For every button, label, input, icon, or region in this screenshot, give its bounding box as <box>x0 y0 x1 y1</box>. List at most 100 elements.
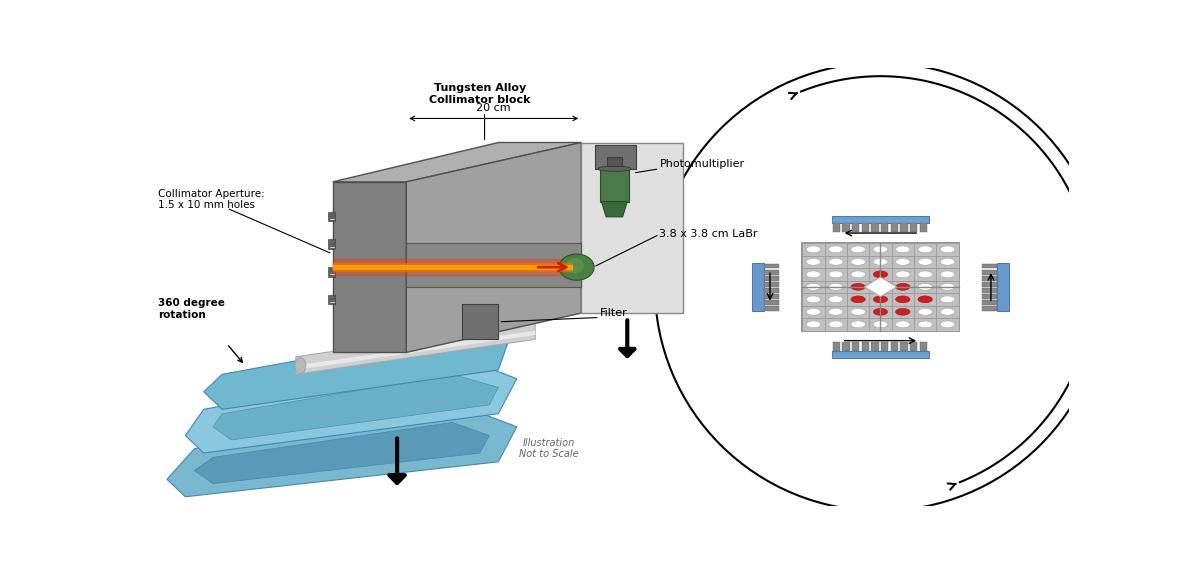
Circle shape <box>807 296 821 303</box>
Bar <box>870 306 892 318</box>
Circle shape <box>828 258 843 265</box>
Bar <box>914 243 936 256</box>
Bar <box>824 306 847 318</box>
Polygon shape <box>333 143 581 182</box>
Bar <box>764 300 779 304</box>
Bar <box>914 268 936 281</box>
Bar <box>764 294 779 299</box>
Circle shape <box>918 246 933 253</box>
Circle shape <box>851 271 865 278</box>
Bar <box>981 288 997 293</box>
Bar <box>981 264 997 269</box>
Circle shape <box>941 246 955 253</box>
Bar <box>802 318 824 331</box>
Circle shape <box>807 246 821 253</box>
Bar <box>892 293 914 306</box>
Circle shape <box>896 321 910 328</box>
Bar <box>914 318 936 331</box>
Bar <box>892 281 914 293</box>
Bar <box>764 270 779 274</box>
Polygon shape <box>296 322 535 374</box>
Bar <box>824 268 847 281</box>
Bar <box>870 243 892 256</box>
Bar <box>870 268 892 281</box>
Bar <box>870 318 892 331</box>
Bar <box>892 243 914 256</box>
Polygon shape <box>865 277 897 296</box>
Circle shape <box>807 308 821 315</box>
Circle shape <box>941 283 955 290</box>
Bar <box>870 281 892 293</box>
Bar <box>764 306 779 311</box>
Bar <box>892 268 914 281</box>
Bar <box>892 306 914 318</box>
Bar <box>842 341 849 350</box>
Text: 3.8 x 3.8 cm LaBr: 3.8 x 3.8 cm LaBr <box>659 229 758 239</box>
Bar <box>802 306 824 318</box>
Circle shape <box>851 321 865 328</box>
Circle shape <box>851 246 865 253</box>
Bar <box>914 281 936 293</box>
Circle shape <box>873 283 887 290</box>
Bar <box>824 318 847 331</box>
Bar <box>914 293 936 306</box>
Bar <box>847 318 870 331</box>
Polygon shape <box>581 143 682 313</box>
Bar <box>802 268 824 281</box>
Circle shape <box>941 271 955 278</box>
Circle shape <box>896 246 910 253</box>
Circle shape <box>873 271 887 278</box>
Bar <box>824 281 847 293</box>
Polygon shape <box>461 304 499 339</box>
Circle shape <box>828 321 843 328</box>
Text: 360 degree
rotation: 360 degree rotation <box>158 298 225 320</box>
Bar <box>936 256 959 268</box>
Text: Illustration
Not to Scale: Illustration Not to Scale <box>519 438 579 460</box>
Bar <box>871 223 878 232</box>
Bar <box>764 288 779 293</box>
Ellipse shape <box>565 258 584 274</box>
Bar <box>936 281 959 293</box>
Bar <box>764 276 779 281</box>
Circle shape <box>896 283 910 290</box>
Circle shape <box>851 308 865 315</box>
Text: Photomultiplier: Photomultiplier <box>659 160 745 169</box>
Bar <box>832 215 929 218</box>
Bar <box>861 341 868 350</box>
Bar <box>981 300 997 304</box>
Bar <box>847 268 870 281</box>
Bar <box>595 145 637 169</box>
Circle shape <box>918 296 933 303</box>
Polygon shape <box>166 410 517 497</box>
Bar <box>936 306 959 318</box>
Polygon shape <box>406 143 581 352</box>
Polygon shape <box>296 331 535 370</box>
Bar <box>328 267 335 277</box>
Bar <box>832 354 929 356</box>
Bar <box>981 294 997 299</box>
Bar <box>842 223 849 232</box>
Circle shape <box>896 258 910 265</box>
Bar <box>607 157 621 166</box>
Bar <box>832 356 929 358</box>
Circle shape <box>918 283 933 290</box>
Bar <box>910 341 917 350</box>
Circle shape <box>873 246 887 253</box>
Bar <box>871 341 878 350</box>
Circle shape <box>941 258 955 265</box>
Circle shape <box>873 296 887 303</box>
Polygon shape <box>195 423 489 484</box>
Bar <box>833 341 840 350</box>
Text: Collimator Aperture:
1.5 x 10 mm holes: Collimator Aperture: 1.5 x 10 mm holes <box>158 189 265 210</box>
Bar <box>997 263 1010 311</box>
Bar <box>802 281 824 293</box>
Bar <box>847 306 870 318</box>
Bar <box>891 223 898 232</box>
Circle shape <box>941 308 955 315</box>
Bar <box>981 282 997 286</box>
Polygon shape <box>601 202 627 217</box>
Bar <box>852 223 859 232</box>
Bar <box>832 221 929 223</box>
Circle shape <box>807 271 821 278</box>
Bar <box>892 318 914 331</box>
